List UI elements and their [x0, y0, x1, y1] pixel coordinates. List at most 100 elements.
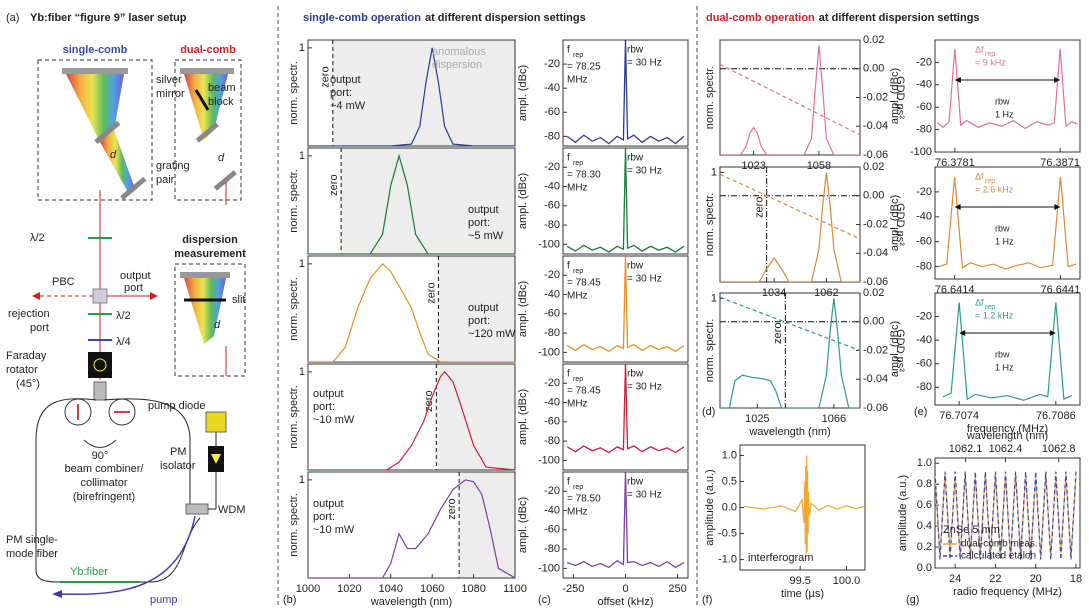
y-axis-label: ampl. (dBc) [889, 321, 901, 377]
series-line [566, 364, 685, 454]
label: (45°) [16, 378, 40, 390]
series-line [308, 370, 515, 470]
label: λ/2 [116, 310, 131, 322]
annotation: = 78.45 [567, 278, 601, 289]
y-tick-label: 0.5 [722, 475, 737, 487]
y2-tick-label: -0.04 [863, 120, 888, 132]
box [37, 59, 153, 201]
plot-frame [934, 292, 1081, 406]
annotation: rbw [627, 261, 644, 272]
rotation-arrow [83, 439, 117, 448]
chart: 76.6414 76.6441 -20 -40 -60 -80 Δf rep= 2.6 kHz… [889, 166, 1081, 296]
annotation: ~4 mW [330, 100, 366, 112]
chart: 76.3781 76.3871 -20 -40 -60 -80 -100 Δf rep= 9 k… [889, 39, 1081, 169]
y2-tick-label: -0.06 [863, 402, 888, 414]
y-axis-label: ampl. (dBc) [517, 389, 529, 445]
y-axis-label: ampl. (dBc) [889, 195, 901, 251]
beam-fan [66, 74, 124, 142]
annotation: = 78.50 [567, 494, 601, 505]
y-tick-label: 0.0 [917, 562, 932, 574]
faraday-rotator [88, 352, 112, 378]
y-tick-label: -60 [544, 200, 560, 212]
y-tick-label: -80 [916, 260, 932, 272]
label: (birefringent) [73, 491, 135, 503]
chart: 99.5 100.0 1.0 0.5 0.0 -0.5 -1.0 interferogram a… [702, 444, 866, 606]
zero-label: zero [425, 282, 437, 303]
series-line [720, 172, 860, 282]
y2-tick-label: 0.02 [863, 34, 884, 46]
setup-diagram: (a) Yb:fiber “figure 9” laser setup sing… [6, 12, 246, 606]
label: silver [156, 74, 182, 86]
zero-label: zero [772, 323, 784, 344]
y-tick-label: 1.0 [722, 449, 737, 461]
annotation: ~120 mW [468, 328, 516, 340]
series-line [308, 47, 515, 146]
y-tick-label: -60 [544, 308, 560, 320]
label: d [218, 152, 225, 164]
x2-tick-label: 1062.4 [989, 443, 1023, 455]
box [174, 59, 242, 201]
annotation: f [567, 45, 570, 56]
y-tick-label: -40 [544, 504, 560, 516]
x-tick-label: 22 [989, 573, 1001, 585]
y-axis-label: ampl. (dBc) [517, 281, 529, 337]
panel-label: (a) [6, 12, 19, 24]
y-tick-label: -40 [916, 79, 932, 91]
label: d [214, 319, 221, 331]
annotation: output [468, 302, 499, 314]
y-tick-label: -20 [916, 56, 932, 68]
y2-tick-label: 0.00 [863, 63, 884, 75]
annotation: rbw [995, 223, 1010, 233]
label: PBC [52, 276, 75, 288]
y-axis-label: norm. spectr. [704, 66, 716, 130]
annotation: MHz [567, 291, 588, 302]
diagram-title: Yb:fiber “figure 9” laser setup [30, 12, 187, 24]
annotation: 1 Hz [995, 362, 1014, 372]
y-tick-label: -20 [544, 161, 560, 173]
y-tick-label: -40 [916, 334, 932, 346]
annotation: f [567, 369, 570, 380]
anomalous-region [436, 364, 515, 470]
chart: 1000 1020 1040 1060 1080 1100 1 zero outputport:… [283, 471, 527, 608]
beam-fan [100, 130, 134, 192]
y-tick-label: -20 [544, 485, 560, 497]
label: WDM [218, 504, 246, 516]
y-tick-label: -100 [538, 454, 560, 466]
x-tick-label: 100.0 [833, 575, 861, 587]
annotation: MHz [567, 399, 588, 410]
y-tick-label: -40 [544, 82, 560, 94]
annotation: rep [573, 376, 583, 383]
y-tick-label: 0.4 [917, 520, 932, 532]
plot-frame [307, 147, 516, 255]
y-tick-label: 0.0 [722, 501, 737, 513]
annotation: ~10 mW [313, 414, 355, 426]
annotation: rep [573, 160, 583, 167]
x-tick-label: 1080 [461, 583, 485, 595]
mirror [62, 68, 128, 74]
series-line [308, 479, 515, 578]
grating [213, 170, 237, 191]
annotation: Δf [975, 297, 984, 307]
plot-frame [307, 363, 516, 471]
y-tick-label: 1.0 [917, 457, 932, 469]
y-axis-label: amplitude (a.u.) [704, 469, 716, 545]
series-line [566, 472, 685, 569]
chart: -20 -40 -60 -80 -100 f rep = 78.45 MHz rbw = 30 Hz… [517, 255, 689, 363]
x-tick-label: 0 [622, 583, 628, 595]
annotation: interferogram [748, 552, 813, 564]
series-line [566, 148, 685, 253]
beam-block [194, 89, 210, 111]
label: beam [208, 82, 236, 94]
y2-axis-label: GDD ps² [894, 76, 906, 119]
y-tick-label: -100 [538, 346, 560, 358]
annotation: = 30 Hz [627, 382, 662, 393]
annotation: port: [468, 315, 490, 327]
series-line [744, 455, 865, 555]
y-tick-label: 1 [299, 258, 305, 270]
x-tick-label: 99.5 [789, 575, 810, 587]
label: port [30, 322, 49, 334]
annotation: rep [573, 52, 583, 59]
y-axis-label: ampl. (dBc) [517, 497, 529, 553]
x-axis-label: time (µs) [781, 588, 824, 600]
